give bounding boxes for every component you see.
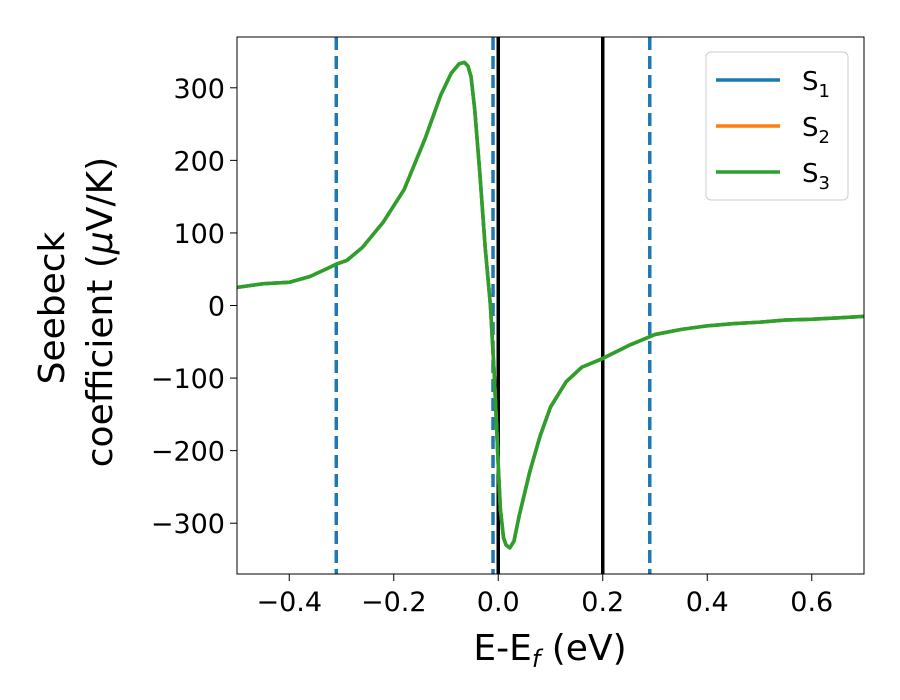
y-tick-label: 100 <box>173 219 225 250</box>
x-tick-label: 0.0 <box>477 587 520 618</box>
y-axis-label-line2: coefficient (μV/K) <box>80 157 121 467</box>
x-tick-label: 0.2 <box>581 587 624 618</box>
y-tick-label: −200 <box>151 437 225 468</box>
reference-lines <box>334 37 652 574</box>
series-line-S3 <box>237 60 864 550</box>
y-tick-label: 200 <box>173 146 225 177</box>
x-tick-label: 0.4 <box>686 587 729 618</box>
y-tick-label: 0 <box>208 292 225 323</box>
x-tick-label: −0.4 <box>256 587 322 618</box>
x-tick-label: −0.2 <box>361 587 427 618</box>
x-axis-ticks: −0.4 −0.2 0.0 0.2 0.4 0.6 <box>256 574 833 618</box>
y-axis-label-line1: Seebeck <box>32 231 73 384</box>
legend-label-S3: S3 <box>802 159 830 194</box>
x-axis-label: E-Ef (eV) <box>473 628 626 673</box>
y-tick-label: 300 <box>173 74 225 105</box>
y-tick-label: −300 <box>151 509 225 540</box>
y-axis-ticks: 300 200 100 0 −100 −200 −300 <box>151 74 237 540</box>
y-tick-label: −100 <box>151 364 225 395</box>
series-lines <box>237 60 864 550</box>
x-tick-label: 0.6 <box>790 587 833 618</box>
legend-label-S2: S2 <box>802 113 830 148</box>
legend-label-S1: S1 <box>802 67 830 102</box>
legend: S1 S2 S3 <box>705 51 849 201</box>
